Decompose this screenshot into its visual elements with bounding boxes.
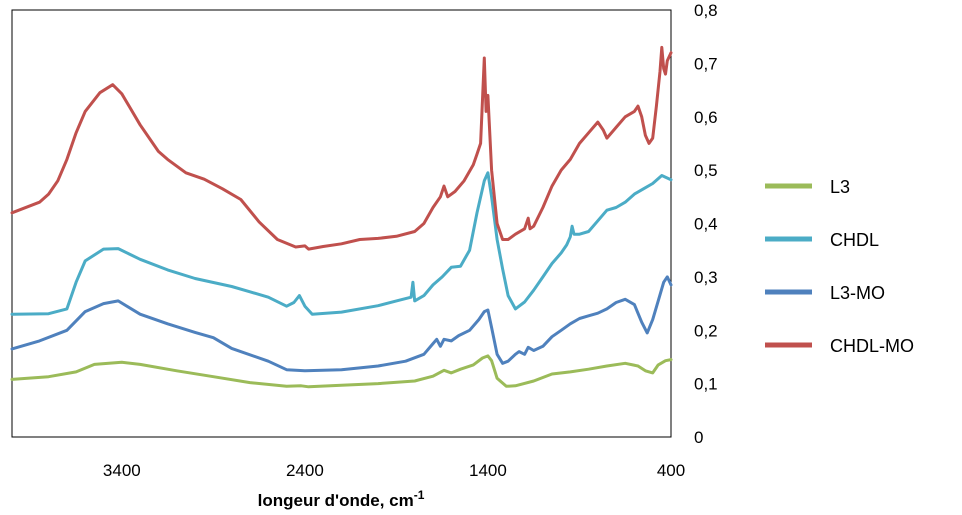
series-line-chdl-mo <box>10 45 673 251</box>
x-tick-label: 2400 <box>286 461 324 480</box>
x-axis-ticks: 3400 2400 1400 400 <box>103 461 685 480</box>
x-axis-label-superscript: -1 <box>414 488 425 502</box>
y-axis-ticks: 0 0,1 0,2 0,3 0,4 0,5 0,6 0,7 0,8 <box>694 1 718 447</box>
x-axis-label-text: longeur d'onde, cm <box>258 491 414 510</box>
series-line-l3 <box>10 354 673 389</box>
x-tick-label: 400 <box>657 461 685 480</box>
legend-label-l3: L3 <box>830 177 850 197</box>
y-tick-label: 0,1 <box>694 375 718 394</box>
legend-label-chdl-mo: CHDL-MO <box>830 336 914 356</box>
y-tick-label: 0,8 <box>694 1 718 20</box>
y-tick-label: 0,3 <box>694 268 718 287</box>
legend-label-l3-mo: L3-MO <box>830 283 885 303</box>
legend-label-chdl: CHDL <box>830 230 879 250</box>
x-tick-label: 3400 <box>103 461 141 480</box>
y-tick-label: 0,6 <box>694 108 718 127</box>
series-group <box>10 45 673 389</box>
y-tick-label: 0,7 <box>694 54 718 73</box>
x-tick-label: 1400 <box>469 461 507 480</box>
x-axis-label: longeur d'onde, cm-1 <box>258 488 425 510</box>
y-tick-label: 0,4 <box>694 215 718 234</box>
series-line-chdl <box>10 171 673 316</box>
series-line-l3-mo <box>10 275 673 373</box>
y-tick-label: 0 <box>694 428 703 447</box>
plot-area-frame <box>11 9 672 438</box>
y-tick-label: 0,5 <box>694 161 718 180</box>
y-tick-label: 0,2 <box>694 321 718 340</box>
legend: L3 CHDL L3-MO CHDL-MO <box>765 177 914 356</box>
